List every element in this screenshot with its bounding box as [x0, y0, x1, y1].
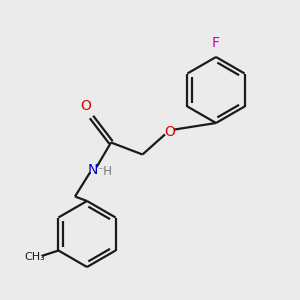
Text: CH₃: CH₃	[24, 251, 45, 262]
Text: F: F	[212, 36, 220, 50]
Text: O: O	[164, 125, 175, 139]
Text: O: O	[81, 98, 92, 112]
Text: ⁻H: ⁻H	[97, 165, 112, 178]
Text: N: N	[88, 163, 98, 176]
